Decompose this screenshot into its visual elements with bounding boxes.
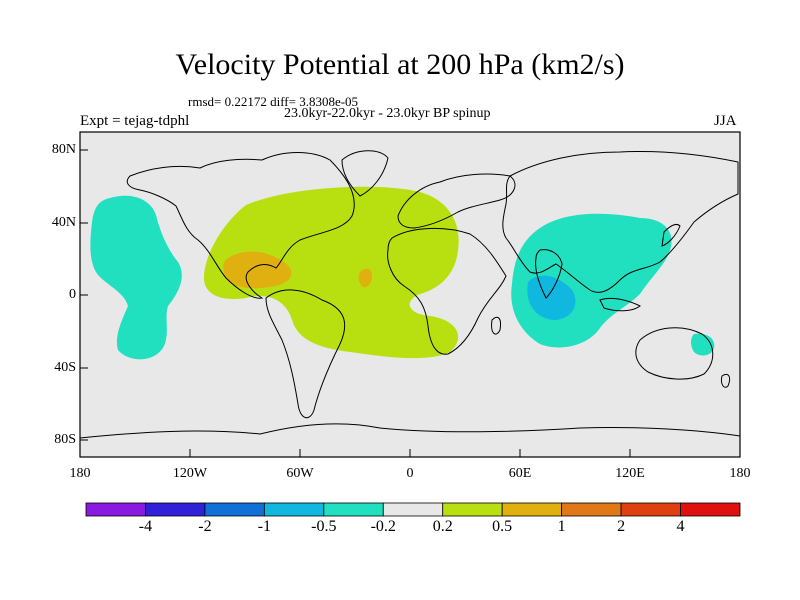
colorbar-swatch-8: [561, 502, 622, 517]
colorbar-swatch-0: [85, 502, 146, 517]
coastline-europe: [397, 173, 516, 229]
season-label: JJA: [714, 113, 737, 129]
y-tick-label-80s: 80S: [54, 432, 76, 447]
coastline-antarctica: [79, 423, 741, 439]
colorbar-label: 0.5: [492, 518, 513, 535]
colorbar-label: -4: [138, 518, 153, 535]
colorbar-swatch-6: [442, 502, 503, 517]
colorbar-label: 1: [557, 518, 566, 535]
y-tick-label-0: 0: [69, 287, 76, 302]
contour-negative-east-pacific: [90, 195, 182, 360]
chart-title: Velocity Potential at 200 hPa (km2/s): [175, 48, 625, 81]
colorbar-swatch-1: [145, 502, 206, 517]
coastline-africa: [387, 227, 507, 355]
colorbar-swatch-10: [680, 502, 741, 517]
chart-subtitle: 23.0kyr-22.0kyr - 23.0kyr BP spinup: [284, 106, 491, 121]
contour-negative-australia-patch: [691, 333, 715, 356]
coastline-new-zealand: [721, 373, 731, 388]
coastlines: [79, 150, 741, 439]
colorbar: [85, 502, 741, 517]
x-tick-label-120e: 120E: [615, 466, 645, 481]
coastline-japan: [661, 223, 681, 247]
colorbar-label: -2: [198, 518, 212, 535]
x-tick-label-60e: 60E: [508, 466, 532, 481]
coastline-greenland: [341, 150, 389, 197]
colorbar-swatch-5: [382, 502, 444, 517]
contour-positive-atlantic: [204, 186, 459, 359]
contour-negative-moderate-indian-ocean: [527, 275, 576, 320]
colorbar-label: -1: [257, 518, 272, 535]
colorbar-label: 2: [617, 518, 626, 535]
coastline-south-america: [265, 289, 345, 419]
coastline-asia: [502, 150, 739, 293]
colorbar-swatch-4: [323, 502, 384, 517]
coastline-north-america: [126, 152, 355, 299]
colorbar-swatch-2: [204, 502, 265, 517]
coastline-madagascar: [491, 316, 501, 335]
contour-positive-moderate-atlantic-patch: [358, 268, 372, 288]
colorbar-swatch-9: [620, 502, 681, 517]
colorbar-swatch-3: [263, 502, 325, 517]
coastline-indonesia: [599, 297, 641, 312]
colorbar-label: 4: [676, 518, 685, 535]
x-tick-label-120w: 120W: [172, 466, 208, 481]
stats-line: rmsd= 0.22172 diff= 3.8308e-05: [188, 94, 359, 109]
y-tick-label-80n: 80N: [51, 142, 76, 157]
y-tick-label-40n: 40N: [51, 215, 76, 230]
y-tick-label-40s: 40S: [54, 360, 76, 375]
x-tick-label-60w: 60W: [286, 466, 314, 481]
colorbar-label: -0.2: [370, 518, 396, 535]
x-tick-label-180e: 180: [729, 466, 751, 481]
contour-fills: [90, 186, 715, 360]
colorbar-label: 0.2: [432, 518, 453, 535]
colorbar-swatch-7: [501, 502, 563, 517]
contour-positive-moderate-caribbean: [223, 251, 292, 289]
axis-ticks: [80, 149, 631, 457]
x-tick-label-180w: 180: [69, 466, 91, 481]
experiment-label: Expt = tejag-tdphl: [80, 113, 190, 129]
colorbar-label: -0.5: [311, 518, 337, 535]
coastline-india: [535, 249, 563, 299]
coastline-australia: [635, 327, 714, 380]
x-tick-label-0: 0: [406, 466, 414, 481]
